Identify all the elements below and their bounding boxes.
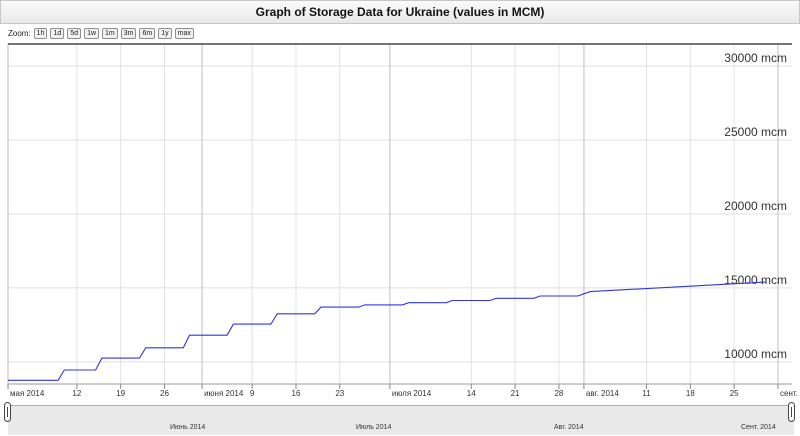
x-tick-label: 25 [730,389,739,398]
zoom-toolbar: Zoom: 1h 1d 5d 1w 1m 3m 6m 1y max [8,26,197,40]
zoom-1h-button[interactable]: 1h [33,27,48,39]
navigator-scrollbar[interactable] [8,405,794,435]
navigator-right-handle[interactable] [788,402,795,422]
storage-series-line [8,281,766,381]
chart-title: Graph of Storage Data for Ukraine (value… [0,0,800,24]
y-tick-label: 25000 mcm [724,125,787,139]
zoom-label: Zoom: [8,28,31,38]
zoom-3m-button[interactable]: 3m [120,27,137,39]
x-tick-label: 9 [250,389,255,398]
y-tick-label: 10000 mcm [724,347,787,361]
x-tick-label: 26 [160,389,169,398]
navigator-month-label: Июль 2014 [356,424,392,431]
x-tick-label: 12 [72,389,81,398]
x-tick-label: 14 [467,389,476,398]
grid [7,44,792,389]
x-tick-label: 11 [642,389,651,398]
x-tick-label: 21 [511,389,520,398]
zoom-5d-button[interactable]: 5d [67,27,82,39]
zoom-1d-button[interactable]: 1d [50,27,65,39]
zoom-1w-button[interactable]: 1w [84,27,100,39]
zoom-6m-button[interactable]: 6m [139,27,156,39]
x-axis-labels: мая 2014 12 19 26 июня 2014 9 16 23 июля 2014 14 2… [10,389,798,398]
x-tick-label: 19 [116,389,125,398]
x-tick-label: 18 [686,389,695,398]
zoom-max-button[interactable]: max [174,27,194,39]
navigator-month-label: Июнь 2014 [170,424,206,431]
x-tick-label: июня 2014 [204,389,244,398]
navigator-month-label: Сент. 2014 [741,424,776,431]
y-tick-label: 15000 mcm [724,273,787,287]
x-tick-label: мая 2014 [10,389,45,398]
y-axis-labels: 10000 mcm 15000 mcm 20000 mcm 25000 mcm 3000… [724,51,787,361]
zoom-1m-button[interactable]: 1m [102,27,118,39]
x-tick-label: авг. 2014 [586,389,619,398]
storage-line-chart[interactable]: 10000 mcm 15000 mcm 20000 mcm 25000 mcm 3000… [0,38,800,400]
navigator-left-handle[interactable] [4,402,11,422]
x-tick-label: 16 [292,389,301,398]
x-tick-label: июля 2014 [392,389,432,398]
y-tick-label: 20000 mcm [724,199,787,213]
zoom-1y-button[interactable]: 1y [158,27,172,39]
x-tick-label: 23 [335,389,344,398]
x-tick-label: сент. [780,389,798,398]
x-tick-label: 28 [554,389,563,398]
navigator-month-label: Авг. 2014 [554,424,584,431]
y-tick-label: 30000 mcm [724,51,787,65]
